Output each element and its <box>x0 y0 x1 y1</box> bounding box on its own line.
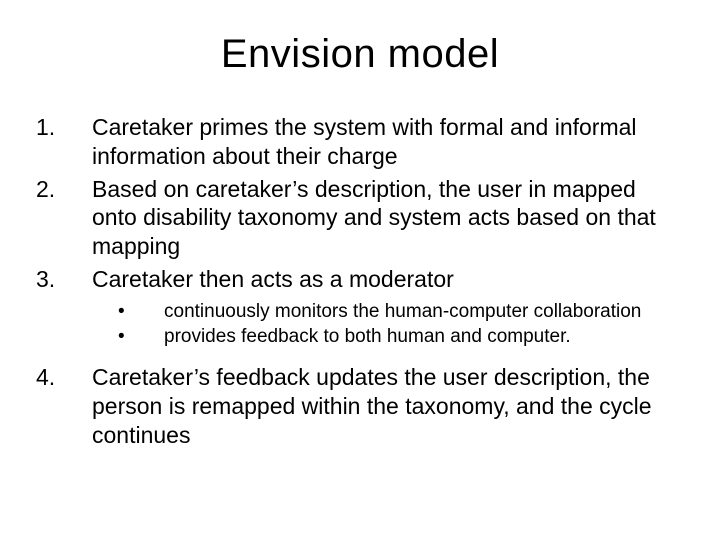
list-number: 4. <box>36 363 92 449</box>
list-item: provides feedback to both human and comp… <box>118 325 684 349</box>
list-item: 4. Caretaker’s feedback updates the user… <box>36 363 684 449</box>
list-item: continuously monitors the human-computer… <box>118 300 684 324</box>
bullet-sublist: continuously monitors the human-computer… <box>36 300 684 350</box>
list-text: Caretaker’s feedback updates the user de… <box>92 363 684 449</box>
list-text: Caretaker primes the system with formal … <box>92 113 684 171</box>
list-number: 3. <box>36 265 92 294</box>
numbered-list: 1. Caretaker primes the system with form… <box>36 113 684 449</box>
slide: Envision model 1. Caretaker primes the s… <box>0 0 720 540</box>
list-number: 1. <box>36 113 92 171</box>
list-item: 3. Caretaker then acts as a moderator <box>36 265 684 294</box>
list-text: provides feedback to both human and comp… <box>164 325 684 349</box>
slide-title: Envision model <box>36 32 684 77</box>
list-text: continuously monitors the human-computer… <box>164 300 684 324</box>
list-item: 1. Caretaker primes the system with form… <box>36 113 684 171</box>
bullet-icon <box>118 325 164 349</box>
list-item: 2. Based on caretaker’s description, the… <box>36 175 684 261</box>
list-text: Based on caretaker’s description, the us… <box>92 175 684 261</box>
list-text: Caretaker then acts as a moderator <box>92 265 684 294</box>
bullet-icon <box>118 300 164 324</box>
list-number: 2. <box>36 175 92 261</box>
